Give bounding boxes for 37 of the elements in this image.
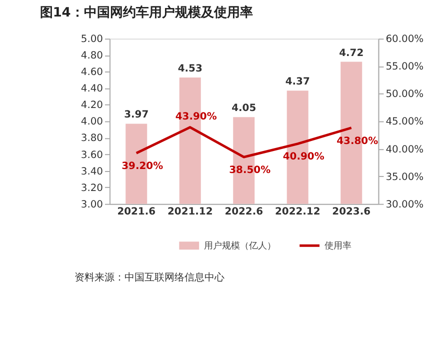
y-tick-label: 4.80 (80, 50, 104, 62)
x-tick-label: 2022.6 (224, 206, 264, 218)
data-label: 38.50% (229, 164, 271, 176)
x-tick-label: 2023.6 (332, 206, 371, 218)
data-label: 3.97 (124, 110, 149, 121)
legend-label: 使用率 (324, 240, 352, 252)
data-label: 40.90% (282, 152, 324, 163)
data-label: 4.72 (339, 48, 364, 59)
legend-label: 用户规模（亿人） (204, 240, 276, 252)
y2-tick-label: 55.00% (386, 62, 424, 73)
y-tick-label: 3.00 (80, 199, 104, 210)
data-label: 43.80% (336, 136, 378, 147)
y2-tick-label: 45.00% (386, 116, 424, 128)
data-label: 4.37 (285, 76, 310, 88)
y2-tick-label: 60.00% (386, 34, 424, 46)
y-tick-label: 3.40 (80, 166, 104, 178)
data-label: 4.53 (178, 63, 202, 74)
y2-tick-label: 30.00% (386, 199, 424, 210)
text: 资料来源：中国互联网络信息中心 (74, 271, 225, 284)
y-tick-label: 4.00 (80, 116, 104, 128)
y-tick-label: 5.00 (80, 34, 104, 46)
y-tick-label: 3.80 (80, 133, 104, 144)
data-label: 4.05 (232, 103, 256, 114)
y2-tick-label: 35.00% (386, 172, 424, 183)
y-tick-label: 4.20 (80, 100, 104, 112)
data-label: 43.90% (175, 111, 217, 122)
y-tick-label: 3.60 (80, 150, 104, 161)
y2-tick-label: 50.00% (386, 89, 424, 100)
x-tick-label: 2021.12 (167, 206, 213, 218)
y-tick-label: 4.40 (80, 84, 104, 95)
y-tick-label: 4.60 (80, 67, 104, 78)
y2-tick-label: 40.00% (386, 144, 424, 156)
chart-title: 图14：中国网约车用户规模及使用率 (40, 4, 253, 21)
y-tick-label: 3.20 (80, 182, 104, 194)
x-tick-label: 2021.6 (117, 206, 156, 218)
x-tick-label: 2022.12 (274, 206, 320, 218)
data-label: 39.20% (122, 161, 164, 172)
